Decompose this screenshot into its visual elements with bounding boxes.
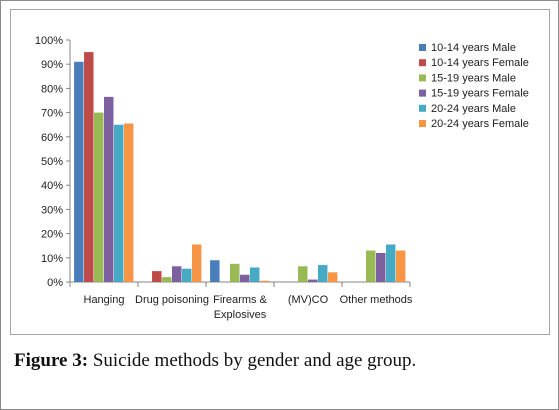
bar-15-19-years-female-firearms-explosives (240, 274, 250, 282)
x-tick-label-hanging: Hanging (84, 294, 125, 306)
caption-text: Suicide methods by gender and age group. (88, 350, 417, 371)
caption-label: Figure 3: (14, 350, 89, 371)
bar-10-14-years-male-hanging (74, 61, 84, 282)
legend-swatch-10-14-years-female (419, 59, 426, 67)
x-tick-label-other-methods: Other methods (340, 294, 413, 306)
legend-label-20-24-years-female: 20-24 years Female (431, 118, 529, 130)
y-tick-label: 60% (41, 132, 63, 144)
bar-15-19-years-male-drug-poisoning (162, 277, 172, 282)
legend-swatch-20-24-years-male (419, 104, 426, 112)
legend-swatch-15-19-years-female (419, 89, 426, 97)
bar-15-19-years-male-other-methods (366, 250, 376, 282)
bar-20-24-years-male-other-methods (385, 244, 396, 282)
legend-label-10-14-years-female: 10-14 years Female (431, 57, 529, 69)
bar-chart: 0% 10% 20% 30% 40% 50% 60% 70% 80% 90% 100% Hanging… (35, 35, 529, 321)
chart-area: 0% 10% 20% 30% 40% 50% 60% 70% 80% 90% 100% Hanging… (10, 9, 550, 335)
legend-label-15-19-years-female: 15-19 years Female (431, 88, 529, 100)
bar-20-24-years-female-hanging (123, 123, 134, 283)
bar-20-24-years-female-firearms-explosives (259, 280, 270, 282)
legend-swatch-10-14-years-male (419, 44, 426, 51)
bar-20-24-years-male-firearms-explosives (249, 267, 260, 282)
legend-label-10-14-years-male: 10-14 years Male (431, 42, 516, 54)
bar-20-24-years-male-mv-co (317, 265, 328, 282)
bar-10-14-years-female-hanging (84, 52, 94, 282)
bar-15-19-years-male-firearms-explosives (230, 263, 240, 282)
y-tick-label: 20% (41, 229, 63, 241)
y-tick-label: 40% (41, 180, 63, 192)
bar-10-14-years-female-drug-poisoning (152, 271, 162, 282)
x-tick-label-mv-co: (MV)CO (288, 294, 329, 306)
y-tick-label: 30% (41, 204, 63, 216)
bar-15-19-years-female-other-methods (376, 252, 386, 282)
legend-label-20-24-years-male: 20-24 years Male (431, 103, 516, 115)
bar-20-24-years-male-hanging (113, 124, 124, 282)
bar-10-14-years-male-firearms-explosives (210, 260, 220, 282)
bar-15-19-years-female-mv-co (308, 279, 318, 282)
x-tick-label-firearms-explosives: Firearms & Explosives (213, 294, 267, 321)
y-tick-label: 100% (35, 35, 63, 47)
y-tick-label: 50% (41, 156, 63, 168)
legend-swatch-15-19-years-male (419, 74, 426, 82)
y-tick-label: 80% (41, 83, 63, 95)
bar-15-19-years-female-drug-poisoning (172, 266, 182, 282)
bar-20-24-years-female-mv-co (327, 272, 338, 282)
legend-label-15-19-years-male: 15-19 years Male (431, 72, 516, 84)
bar-20-24-years-female-other-methods (395, 250, 406, 282)
y-tick-label: 70% (41, 108, 63, 120)
bar-15-19-years-male-mv-co (298, 266, 308, 282)
bar-20-24-years-male-drug-poisoning (181, 268, 192, 282)
bar-20-24-years-female-drug-poisoning (191, 244, 202, 282)
y-tick-label: 0% (47, 277, 63, 289)
figure-caption: Figure 3: Suicide methods by gender and … (14, 350, 416, 372)
bar-15-19-years-male-hanging (94, 112, 104, 282)
legend-swatch-20-24-years-female (419, 120, 426, 127)
y-tick-label: 90% (41, 59, 63, 71)
y-tick-label: 10% (41, 253, 63, 265)
bar-15-19-years-female-hanging (104, 96, 114, 283)
x-tick-label-drug-poisoning: Drug poisoning (135, 294, 209, 306)
